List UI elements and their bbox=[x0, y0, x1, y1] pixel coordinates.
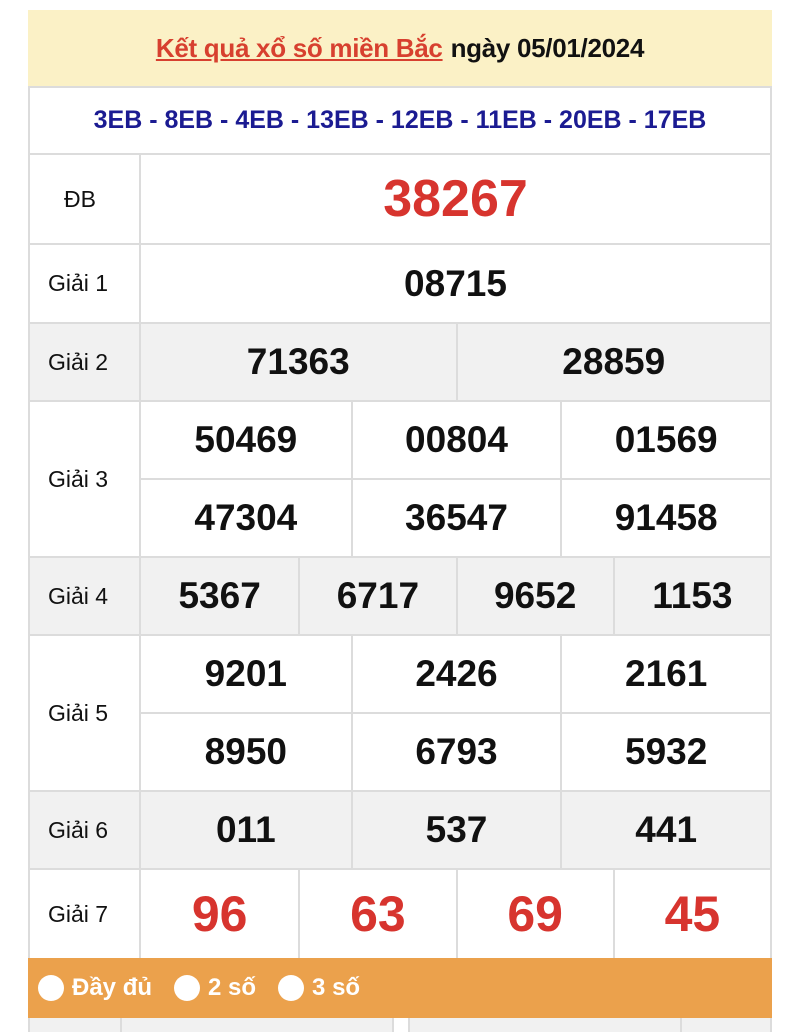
prize-number: 00804 bbox=[350, 402, 561, 478]
prize-row: Giải 3 50469 00804 01569 47304 36547 91458 bbox=[28, 400, 772, 556]
prize-number: 50469 bbox=[194, 419, 298, 460]
prize-number: 9201 bbox=[204, 653, 287, 694]
prize-row: Giải 4 5367 6717 9652 1153 bbox=[28, 556, 772, 634]
prize-number: 5932 bbox=[560, 712, 770, 790]
prize-number: 2161 bbox=[560, 636, 770, 712]
prize-number: 8950 bbox=[141, 712, 351, 790]
results-header: Kết quả xổ số miền Bắc ngày 05/01/2024 bbox=[28, 10, 772, 86]
prize-label: ĐB bbox=[30, 155, 141, 243]
prize-number: 38267 bbox=[383, 170, 528, 228]
display-option-label: 3 số bbox=[312, 974, 361, 1001]
radio-circle-icon[interactable] bbox=[278, 975, 305, 1001]
prize-row: Giải 1 08715 bbox=[28, 243, 772, 322]
radio-circle-icon[interactable] bbox=[38, 975, 64, 1001]
prize-number: 45 bbox=[612, 870, 770, 958]
prize-number: 1153 bbox=[612, 558, 770, 634]
prize-label: Giải 4 bbox=[30, 558, 141, 634]
prize-number: 96 bbox=[191, 886, 248, 942]
radio-circle-icon[interactable] bbox=[174, 975, 201, 1001]
title-link[interactable]: Kết quả xổ số miền Bắc bbox=[155, 32, 443, 63]
prize-number: 441 bbox=[560, 792, 770, 868]
prize-number: 537 bbox=[350, 792, 561, 868]
prize-number: 28859 bbox=[455, 324, 771, 400]
date-text: ngày 05/01/2024 bbox=[450, 32, 645, 63]
display-option-label: Đầy đủ bbox=[72, 974, 153, 1001]
prize-number: 47304 bbox=[141, 478, 351, 556]
prize-label: Giải 7 bbox=[30, 870, 141, 958]
next-table-partial bbox=[28, 1018, 772, 1032]
prize-number: 01569 bbox=[560, 402, 770, 478]
prize-row: Giải 6 011 537 441 bbox=[28, 790, 772, 868]
prize-label: Giải 3 bbox=[30, 402, 141, 556]
display-option-radio[interactable]: Đầy đủ bbox=[38, 974, 152, 1002]
prize-label: Giải 1 bbox=[30, 245, 141, 322]
prize-number: 08715 bbox=[404, 262, 507, 304]
prize-number: 9652 bbox=[455, 558, 613, 634]
prize-number: 36547 bbox=[350, 478, 561, 556]
display-option-radio[interactable]: 3 số bbox=[278, 974, 360, 1002]
prize-row: ĐB 38267 bbox=[28, 153, 772, 243]
display-option-label: 2 số bbox=[208, 974, 257, 1001]
prize-label: Giải 6 bbox=[30, 792, 141, 868]
prize-number: 5367 bbox=[178, 575, 261, 616]
prize-number: 71363 bbox=[246, 341, 350, 382]
display-option-radio[interactable]: 2 số bbox=[174, 974, 256, 1002]
prize-row: Giải 2 71363 28859 bbox=[28, 322, 772, 400]
results-table: Kết quả xổ số miền Bắc ngày 05/01/2024 3… bbox=[28, 10, 772, 1032]
prize-number: 011 bbox=[215, 809, 276, 850]
prize-number: 91458 bbox=[560, 478, 770, 556]
prize-row: Giải 7 96 63 69 45 bbox=[28, 868, 772, 958]
prize-number: 2426 bbox=[350, 636, 561, 712]
prize-number: 6717 bbox=[298, 558, 455, 634]
display-options-bar: Đầy đủ 2 số 3 số bbox=[28, 958, 772, 1018]
prize-number: 63 bbox=[298, 870, 455, 958]
prize-label: Giải 5 bbox=[30, 636, 141, 790]
prize-number: 6793 bbox=[350, 712, 561, 790]
prize-label: Giải 2 bbox=[30, 324, 141, 400]
prize-number: 69 bbox=[455, 870, 613, 958]
ticket-codes: 3EB - 8EB - 4EB - 13EB - 12EB - 11EB - 2… bbox=[28, 86, 772, 153]
prize-row: Giải 5 9201 2426 2161 8950 6793 5932 bbox=[28, 634, 772, 790]
